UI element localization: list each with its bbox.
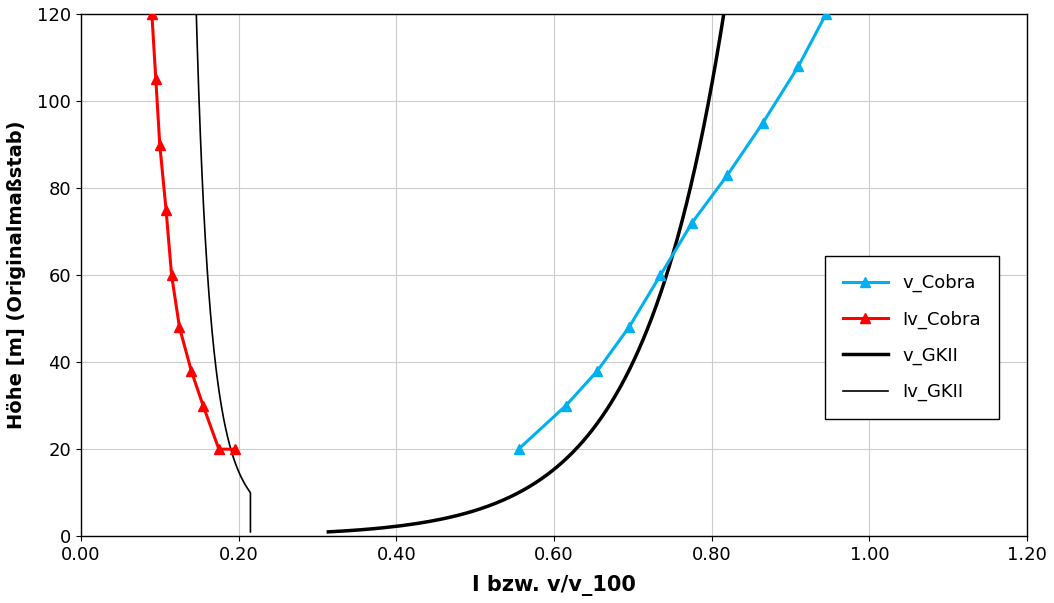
v_GKII [667, 248, 680, 255]
Iv_Cobra [197, 402, 210, 409]
Line: v_Cobra: v_Cobra [513, 9, 831, 454]
v_Cobra [512, 446, 525, 453]
v_GKII [657, 282, 669, 289]
v_GKII [716, 23, 728, 30]
Iv_GKII [245, 528, 257, 535]
v_Cobra [721, 171, 734, 178]
v_Cobra [686, 219, 699, 227]
v_Cobra [757, 119, 769, 127]
Legend: v_Cobra, Iv_Cobra, v_GKII, Iv_GKII: v_Cobra, Iv_Cobra, v_GKII, Iv_GKII [825, 256, 999, 420]
v_GKII [718, 10, 730, 17]
Iv_Cobra [160, 206, 173, 213]
Iv_Cobra [165, 271, 178, 279]
v_GKII [701, 104, 714, 111]
Iv_GKII [193, 104, 206, 111]
Line: Iv_GKII: Iv_GKII [196, 14, 251, 532]
Iv_GKII [198, 220, 211, 227]
Line: v_GKII: v_GKII [329, 14, 724, 532]
Iv_GKII [191, 23, 203, 30]
v_Cobra [793, 63, 805, 70]
Iv_GKII [190, 10, 202, 17]
Iv_Cobra [173, 324, 186, 331]
Y-axis label: Höhe [m] (Originalmaßstab): Höhe [m] (Originalmaßstab) [7, 121, 26, 429]
v_Cobra [820, 10, 833, 17]
Iv_Cobra [229, 446, 241, 453]
Iv_Cobra [154, 141, 167, 148]
v_Cobra [623, 324, 636, 331]
Iv_Cobra [145, 10, 158, 17]
v_GKII [658, 279, 670, 286]
v_Cobra [560, 402, 572, 409]
X-axis label: I bzw. v/v_100: I bzw. v/v_100 [472, 575, 636, 596]
Iv_Cobra [150, 75, 162, 83]
v_GKII [323, 528, 335, 535]
Line: Iv_Cobra: Iv_Cobra [147, 9, 239, 454]
v_Cobra [591, 367, 604, 374]
Iv_GKII [202, 282, 215, 289]
Iv_GKII [200, 248, 213, 255]
Iv_Cobra [213, 446, 226, 453]
v_GKII [675, 220, 687, 227]
Iv_GKII [201, 279, 214, 286]
v_Cobra [655, 271, 667, 279]
Iv_Cobra [184, 367, 197, 374]
